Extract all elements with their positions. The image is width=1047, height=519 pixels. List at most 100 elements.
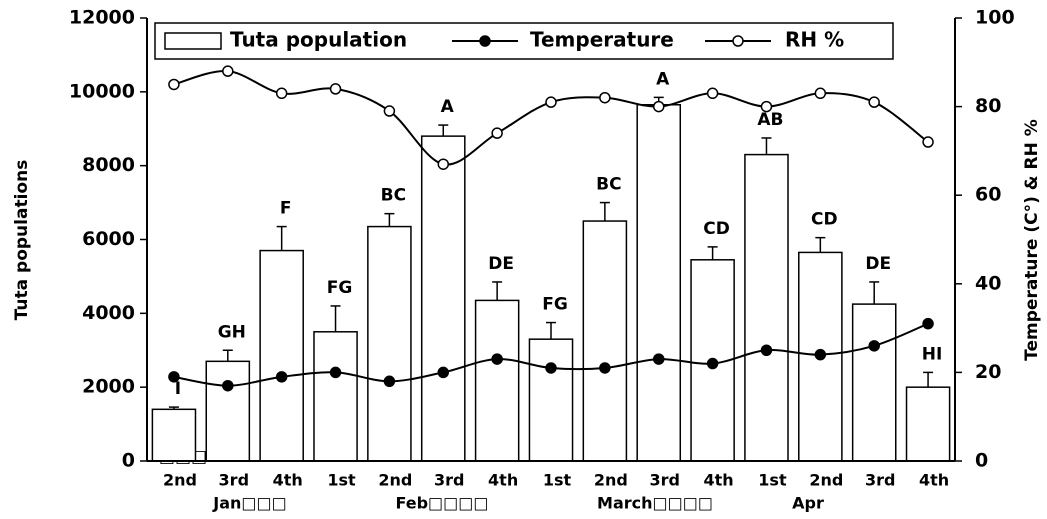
marker [168,78,180,91]
marker [329,83,342,95]
data-label: CD [703,219,730,239]
bar [636,104,682,462]
x-tick-label: 3rd [649,471,679,490]
x-tick-label: 4th [704,471,734,490]
x-tick-label: 4th [919,471,949,490]
y2-tick-label: 40 [975,272,1001,294]
legend-label: Temperature [530,28,674,52]
data-label: DE [865,254,891,274]
data-label: F [280,199,292,219]
marker [275,87,288,100]
legend-marker [732,35,744,47]
marker [599,362,611,374]
bar [205,360,251,462]
bar [528,338,574,462]
marker [922,317,934,330]
x-tick-label: 3rd [434,471,464,490]
data-label: A [656,69,670,89]
data-label: BC [381,186,406,206]
x-tick-label: 2nd [163,471,197,490]
data-label: DE [488,254,514,274]
legend-label: Tuta population [230,28,407,52]
bar [851,303,897,462]
marker [868,340,880,352]
marker [222,379,234,392]
marker [275,371,288,383]
x-tick-label: 3rd [219,471,249,490]
month-label: March□□□□ [597,494,713,513]
x-tick-label: 2nd [809,471,843,490]
x-tick-label: 1st [327,471,356,490]
marker [329,366,342,379]
marker [760,100,773,113]
month-label: Jan□□□ [212,494,287,513]
marker [814,87,827,100]
marker [383,375,396,388]
data-label: GH [218,322,246,342]
y-tick-label: 0 [122,450,135,472]
x-tick-label: 3rd [865,471,895,490]
y2-tick-label: 20 [975,361,1001,383]
bar [582,220,628,462]
marker [168,371,180,383]
bar [474,299,520,462]
y-tick-label: 6000 [82,228,135,250]
x-tick-label: 2nd [378,471,412,490]
bar [420,135,466,462]
month-label: Feb□□□□ [395,494,488,513]
y-axis-label: Tuta populations [12,160,32,321]
y-tick-label: 4000 [82,302,135,324]
x-tick-label: 1st [543,471,572,490]
month-label: Apr [792,494,824,513]
data-label: FG [327,278,353,298]
data-label: AB [757,110,783,130]
marker [922,136,934,148]
legend-label: RH % [785,28,844,52]
y-tick-label: 10000 [69,80,135,102]
x-tick-label: 2nd [594,471,628,490]
legend-marker [479,35,491,47]
bar [151,408,197,462]
x-tick-label: 1st [758,471,787,490]
y2-tick-label: 0 [975,450,988,472]
bar [367,225,412,462]
marker [760,344,773,356]
data-label: CD [811,210,838,230]
data-label: HI [922,344,943,364]
y2-tick-label: 60 [975,184,1001,206]
marker [706,87,719,100]
bar [905,386,951,462]
y-tick-label: 8000 [82,154,135,176]
y-tick-label: 2000 [82,376,135,398]
x-tick-label: 4th [488,471,518,490]
y2-tick-label: 100 [975,7,1015,29]
data-label: FG [542,295,568,315]
y-tick-label: 12000 [69,7,135,29]
marker [652,353,665,365]
data-label: I [175,379,181,399]
marker [437,366,450,379]
line [173,70,929,166]
bar [313,331,358,462]
marker [222,65,234,77]
marker [652,100,665,113]
y2-tick-label: 80 [975,95,1001,117]
marker [491,353,503,365]
marker [814,348,827,361]
marker [545,96,557,108]
marker [868,96,880,108]
data-label: BC [596,175,621,195]
bar [744,153,789,462]
marker [491,127,503,139]
bar [259,249,304,462]
marker [599,91,611,104]
x-tick-label: 4th [273,471,303,490]
marker [706,357,719,370]
legend-swatch [164,32,222,50]
marker [437,158,450,170]
y2-axis-label: Temperature (C°) & RH % [1022,119,1042,361]
data-label: A [441,97,455,117]
marker [545,362,557,374]
marker [383,105,396,117]
